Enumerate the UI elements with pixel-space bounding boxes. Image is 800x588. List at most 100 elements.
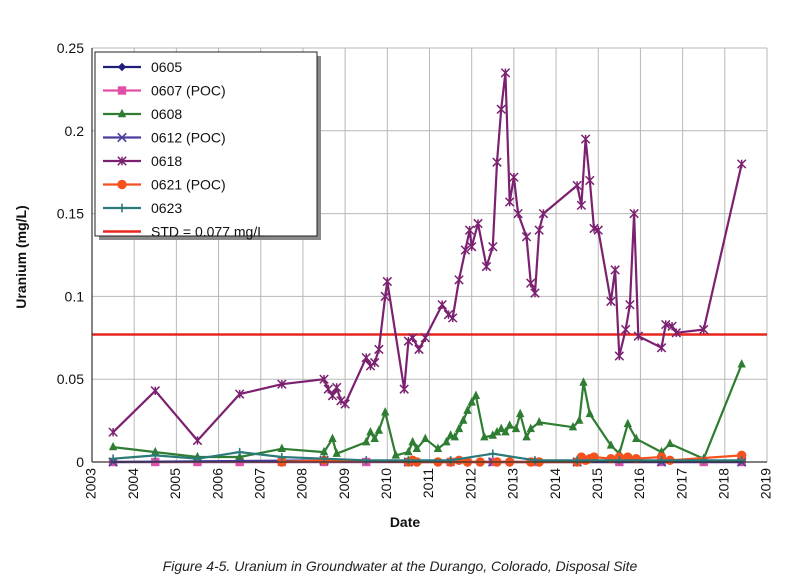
series-line (112, 71, 743, 442)
data-point (151, 446, 160, 456)
y-tick-label: 0.15 (57, 206, 84, 222)
data-point (454, 423, 464, 433)
legend-item: 0612 (POC) (103, 130, 226, 146)
data-point (568, 422, 578, 431)
legend: 0605 0607 (POC) 0608 0612 (POC) 0618 0621 (PO… (94, 51, 321, 240)
data-point (473, 218, 483, 229)
data-point (665, 438, 675, 447)
x-tick-label: 2013 (505, 468, 521, 499)
data-point (369, 357, 380, 368)
legend-label: 0623 (151, 200, 182, 216)
data-point (737, 359, 746, 368)
data-point (380, 291, 390, 302)
data-point (277, 452, 287, 462)
legend-swatch-marker (117, 86, 127, 95)
data-point (408, 436, 417, 446)
data-point (464, 225, 475, 235)
data-point (437, 299, 447, 310)
data-point (505, 420, 514, 429)
data-point (319, 374, 329, 384)
data-point (108, 441, 118, 451)
data-point (579, 377, 588, 386)
data-point (606, 440, 616, 449)
x-tick-label: 2007 (251, 468, 267, 499)
data-point (522, 431, 531, 441)
data-point (620, 324, 631, 335)
legend-item: 0621 (POC) (103, 177, 226, 193)
data-point (572, 180, 582, 191)
data-point (450, 431, 460, 441)
x-tick-label: 2015 (589, 468, 605, 499)
data-point (509, 172, 519, 182)
data-point (615, 456, 624, 465)
data-point (108, 427, 118, 437)
data-point (575, 415, 584, 424)
x-tick-label: 2018 (716, 468, 732, 499)
data-point (492, 426, 502, 436)
data-point (234, 389, 245, 399)
data-point (585, 408, 595, 418)
data-point (496, 104, 506, 115)
data-point (497, 423, 506, 433)
x-tick-label: 2017 (673, 468, 689, 499)
data-point (471, 390, 481, 399)
data-point (374, 425, 384, 434)
data-point (737, 456, 746, 465)
data-point (446, 456, 455, 465)
data-point (277, 379, 287, 389)
series-0623 (108, 447, 746, 465)
data-point (480, 431, 489, 441)
data-point (327, 391, 338, 401)
data-point (633, 331, 644, 341)
data-point (632, 433, 641, 443)
data-point (698, 324, 709, 335)
legend-label: 0621 (POC) (151, 177, 226, 193)
series-layer (108, 68, 747, 467)
data-point (580, 134, 591, 144)
series-0618 (108, 68, 747, 446)
data-point (576, 200, 587, 211)
data-point (521, 232, 532, 242)
data-point (610, 265, 620, 275)
legend-item: 0618 (103, 153, 182, 169)
data-point (572, 456, 582, 465)
data-point (192, 435, 203, 446)
legend-item: 0605 (103, 59, 182, 75)
axes (91, 48, 767, 463)
data-point (481, 261, 492, 272)
legend-swatch-marker (117, 132, 127, 143)
data-point (370, 433, 379, 443)
tick-labels: 2003 2004 2005 2006 2007 2008 2009 2010 2011 2012… (57, 40, 774, 499)
data-point (407, 333, 418, 343)
data-point (488, 430, 497, 439)
legend-item: STD = 0.077 mg/L (103, 224, 265, 240)
y-tick-label: 0.1 (65, 288, 85, 304)
data-point (454, 275, 464, 285)
legend-swatch-marker (117, 179, 127, 190)
legend-label: STD = 0.077 mg/L (151, 224, 265, 240)
data-point (420, 333, 431, 343)
data-point (593, 225, 603, 235)
x-tick-label: 2010 (378, 468, 394, 499)
data-point (361, 352, 371, 363)
data-point (585, 175, 595, 186)
x-tick-label: 2016 (631, 468, 647, 499)
data-point (656, 343, 667, 353)
data-point (404, 446, 413, 456)
data-point (526, 423, 535, 433)
data-point (466, 241, 477, 252)
data-point (513, 208, 523, 219)
data-point (530, 288, 540, 298)
x-tick-label: 2011 (420, 468, 436, 498)
data-point (534, 417, 544, 426)
data-point (657, 456, 666, 465)
data-point (501, 426, 510, 436)
data-point (433, 443, 443, 452)
legend-label: 0605 (151, 59, 182, 75)
x-tick-label: 2005 (167, 468, 183, 499)
data-point (492, 157, 502, 167)
data-point (614, 351, 625, 361)
data-point (467, 397, 476, 406)
data-point (442, 436, 451, 446)
